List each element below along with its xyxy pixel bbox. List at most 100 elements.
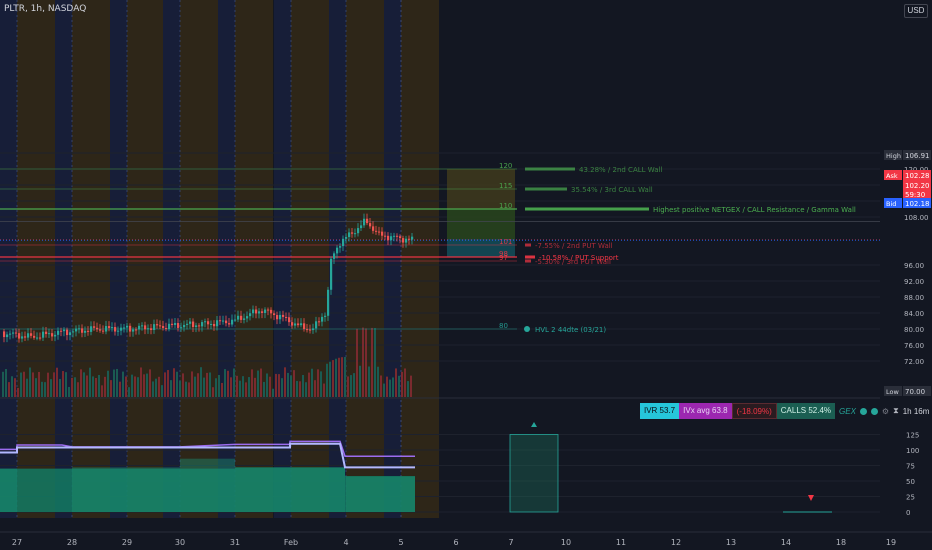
volume-bar [341, 357, 343, 397]
time-tick-label: 10 [561, 538, 571, 547]
price-tick-label: 88.00 [904, 294, 924, 302]
candle-body [381, 231, 384, 236]
last-price-tag-value-box [903, 180, 931, 190]
candle-body [357, 228, 360, 234]
volume-bar [380, 375, 382, 397]
indicator-tick-label: 125 [906, 432, 919, 440]
low-tag-label-box [884, 386, 902, 396]
price-tick-label: 96.00 [904, 262, 924, 270]
volume-bar [317, 369, 319, 397]
volume-bar [185, 381, 187, 397]
volume-bar [374, 328, 376, 397]
time-tick-label: 31 [230, 538, 240, 547]
volume-bar [236, 375, 238, 397]
time-tick-label: 27 [12, 538, 22, 547]
volume-bar [347, 376, 349, 397]
volume-bar [38, 371, 40, 397]
premarket-band [110, 0, 127, 518]
candle-body [81, 328, 84, 333]
regular-session-band [291, 0, 329, 518]
down-arrow-icon [808, 495, 814, 501]
candle-body [321, 316, 324, 322]
volume-bar [23, 371, 25, 397]
level-strength-bar [525, 207, 649, 211]
candle-body [147, 328, 150, 330]
volume-bar [314, 380, 316, 397]
price-tick-label: 76.00 [904, 342, 924, 350]
volume-bar [113, 369, 115, 397]
candle-body [273, 313, 276, 316]
indicator-tick-label: 25 [906, 494, 915, 502]
volume-bar [194, 376, 196, 397]
volume-bar [365, 328, 367, 397]
volume-bar [350, 375, 352, 397]
candle-body [201, 322, 204, 327]
volume-bar [266, 373, 268, 397]
candle-body [93, 326, 96, 328]
volume-bar [8, 382, 10, 397]
candle-body [72, 331, 75, 333]
volume-bar [371, 327, 373, 397]
level-description: -10.58% / PUT Support [539, 254, 619, 262]
volume-bar [32, 372, 34, 397]
volume-bar [77, 382, 79, 397]
premarket-band [218, 0, 235, 518]
volume-bar [353, 373, 355, 397]
gex-area [0, 467, 415, 512]
volume-bar [278, 374, 280, 397]
volume-bar [17, 387, 19, 397]
volume-bar [212, 387, 214, 397]
volume-bar [326, 363, 328, 397]
volume-bar [191, 371, 193, 397]
volume-bar [149, 369, 151, 397]
time-tick-label: 19 [886, 538, 896, 547]
gex-block [346, 476, 415, 512]
level-strike-label: 98 [499, 250, 508, 258]
currency-button[interactable]: USD [904, 4, 928, 18]
candle-body [141, 325, 144, 327]
ask-tag-value-box [903, 170, 931, 180]
ivx-badge: IVx avg 63.8 [679, 403, 732, 419]
price-axis[interactable] [880, 0, 932, 550]
ask-tag-label-box [884, 170, 902, 180]
candle-body [183, 324, 186, 328]
candle-body [129, 325, 132, 332]
candle-body [33, 335, 36, 338]
bid-tag-label: Bid [886, 200, 896, 208]
candle-body [267, 309, 270, 311]
candle-body [15, 332, 18, 334]
candle-body [30, 333, 33, 336]
candle-body [327, 289, 330, 316]
volume-bar [386, 376, 388, 397]
premarket-band [0, 0, 17, 518]
volume-bar [50, 379, 52, 397]
candle-body [63, 329, 66, 332]
settings-icon[interactable]: ⚙ [881, 406, 890, 416]
volume-bar [377, 366, 379, 397]
candle-body [312, 328, 315, 331]
volume-bar [362, 327, 364, 397]
candle-body [366, 218, 369, 224]
gamma-zone-box [447, 209, 515, 239]
candle-body [411, 236, 414, 240]
time-axis[interactable] [0, 532, 932, 550]
candle-body [156, 324, 159, 326]
volume-bar [65, 372, 67, 397]
volume-bar [110, 380, 112, 397]
candle-body [90, 326, 93, 332]
volume-bar [395, 368, 397, 397]
candle-body [207, 321, 210, 325]
candle-body [264, 309, 267, 313]
volume-bar [128, 387, 130, 397]
volume-bar [233, 368, 235, 397]
volume-bar [188, 382, 190, 397]
volume-bar [104, 376, 106, 397]
premarket-band [55, 0, 72, 518]
candle-body [66, 329, 69, 336]
candle-body [300, 323, 303, 326]
candle-body [363, 218, 366, 226]
candle-body [135, 329, 138, 331]
volume-bar [305, 382, 307, 397]
volume-bar [308, 372, 310, 397]
